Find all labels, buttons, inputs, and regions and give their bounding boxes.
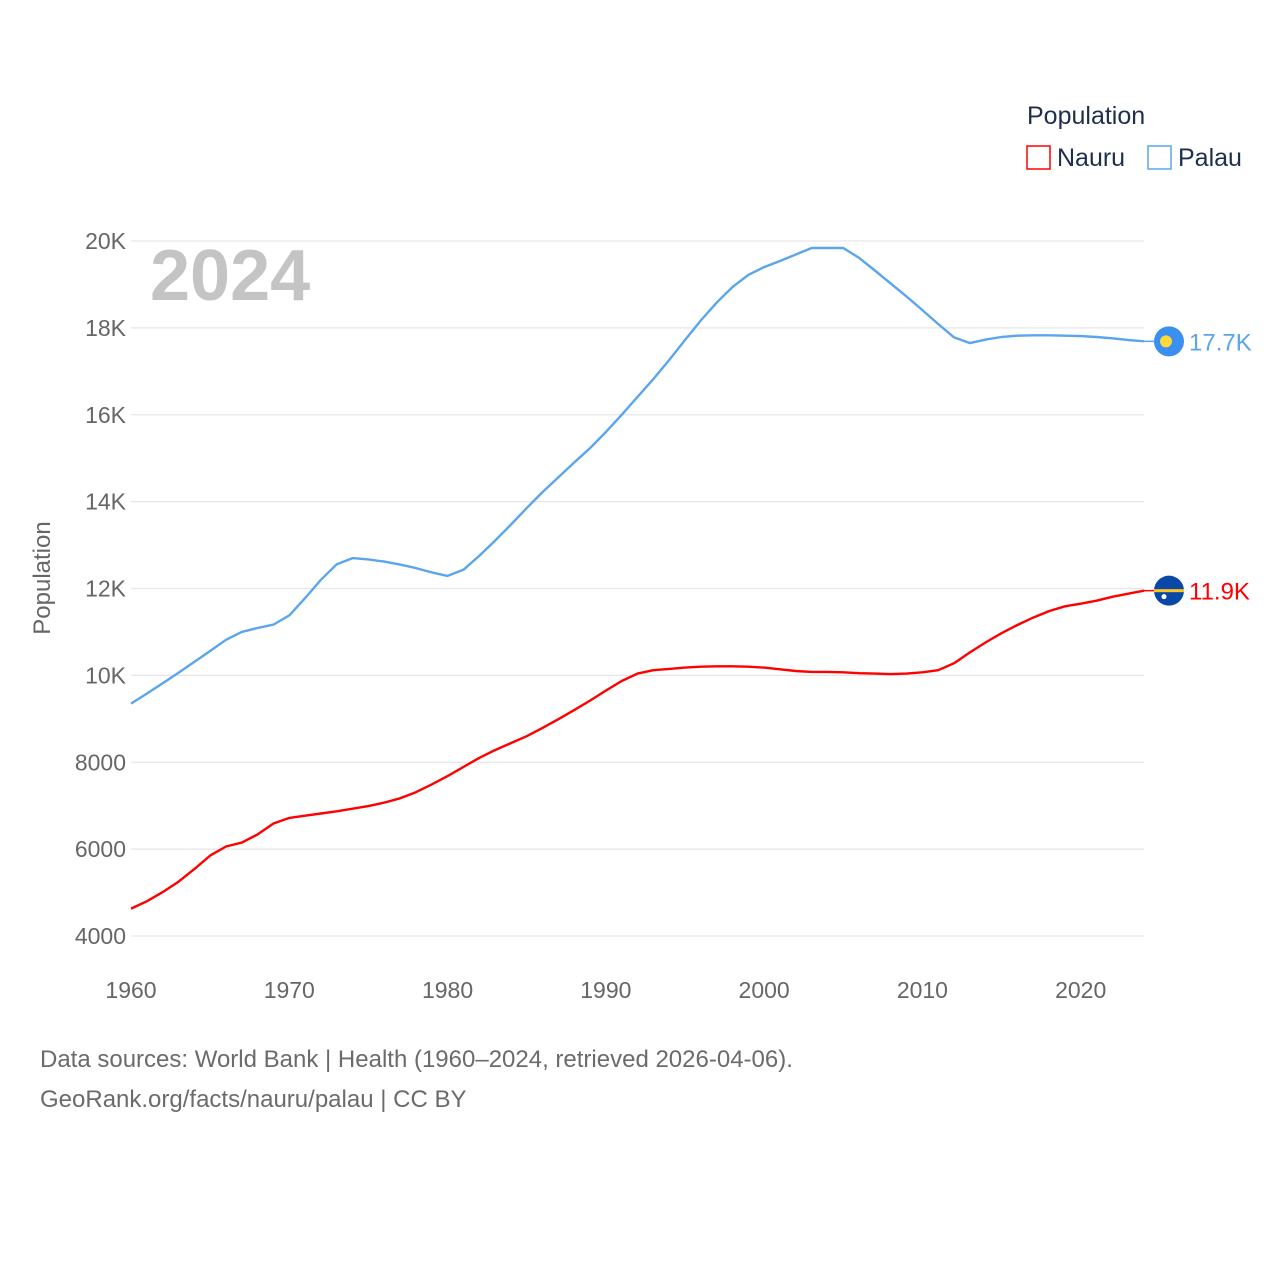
y-tick-label: 18K: [85, 315, 127, 341]
x-tick-label: 2020: [1055, 977, 1106, 1003]
y-tick-label: 12K: [85, 576, 127, 602]
y-axis-label: Population: [29, 521, 56, 634]
y-tick-label: 10K: [85, 662, 127, 688]
legend-swatch-palau[interactable]: [1147, 145, 1172, 170]
year-watermark: 2024: [150, 236, 310, 316]
series-line-nauru[interactable]: [130, 589, 1145, 910]
y-tick-label: 8000: [75, 749, 126, 775]
legend-title: Population: [1027, 102, 1145, 130]
legend: Population Nauru Palau: [1026, 102, 1242, 172]
end-value-label-palau: 17.7K: [1189, 329, 1252, 356]
legend-swatch-nauru[interactable]: [1026, 145, 1051, 170]
series-line-palau[interactable]: [130, 246, 1145, 705]
x-tick-label: 1980: [422, 977, 473, 1003]
y-tick-label: 20K: [85, 228, 127, 254]
y-tick-label: 14K: [85, 489, 127, 515]
x-tick-label: 1960: [105, 977, 156, 1003]
end-value-label-nauru: 11.9K: [1189, 579, 1250, 606]
y-tick-label: 16K: [85, 402, 127, 428]
y-tick-label: 6000: [75, 836, 126, 862]
x-tick-label: 2000: [739, 977, 790, 1003]
legend-label-palau[interactable]: Palau: [1178, 144, 1242, 172]
palau-flag-icon: [1154, 326, 1184, 357]
footer-sources: Data sources: World Bank | Health (1960–…: [40, 1046, 793, 1073]
nauru-flag-icon: [1154, 575, 1184, 606]
footer-attribution[interactable]: GeoRank.org/facts/nauru/palau | CC BY: [40, 1086, 467, 1113]
legend-label-nauru[interactable]: Nauru: [1057, 144, 1125, 172]
x-tick-label: 1990: [580, 977, 631, 1003]
x-tick-label: 1970: [264, 977, 315, 1003]
x-tick-label: 2010: [897, 977, 948, 1003]
y-tick-label: 4000: [75, 923, 126, 949]
